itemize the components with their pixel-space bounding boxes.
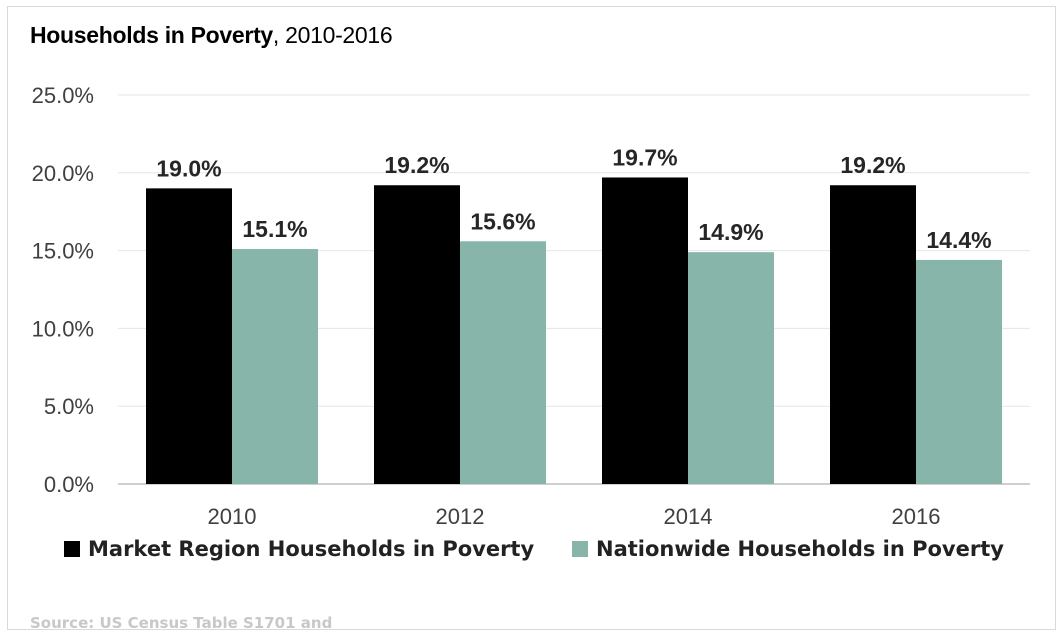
bar-market-region [602, 177, 688, 484]
bar-market-region [146, 188, 232, 485]
data-label: 15.6% [470, 208, 535, 234]
bar-nationwide [460, 241, 546, 484]
x-tick-label: 2014 [664, 504, 713, 529]
source-note: Source: US Census Table S1701 and [30, 614, 333, 632]
y-tick-label: 15.0% [32, 239, 94, 264]
chart-title-range: , 2010-2016 [272, 22, 393, 48]
x-tick-label: 2012 [436, 504, 485, 529]
y-tick-label: 5.0% [44, 394, 94, 419]
y-tick-label: 25.0% [32, 83, 94, 108]
bar-market-region [830, 185, 916, 485]
data-label: 19.2% [840, 152, 905, 178]
legend-item-market-region: Market Region Households in Poverty [64, 537, 534, 561]
data-label: 19.0% [156, 155, 221, 181]
y-tick-label: 20.0% [32, 161, 94, 186]
legend-label-nationwide: Nationwide Households in Poverty [596, 537, 1004, 561]
data-label: 14.4% [926, 227, 991, 253]
x-tick-label: 2010 [208, 504, 257, 529]
chart-title: Households in Poverty, 2010-2016 [30, 22, 393, 49]
y-tick-label: 0.0% [44, 472, 94, 497]
legend-swatch-nationwide [572, 541, 588, 557]
bar-nationwide [916, 259, 1002, 484]
data-label: 15.1% [242, 216, 307, 242]
chart-title-main: Households in Poverty [30, 22, 273, 48]
data-label: 14.9% [698, 219, 763, 245]
x-tick-label: 2016 [892, 504, 941, 529]
data-label: 19.2% [384, 152, 449, 178]
legend-swatch-market-region [64, 541, 80, 557]
chart-frame [7, 6, 1056, 630]
bar-market-region [374, 185, 460, 485]
legend-label-market-region: Market Region Households in Poverty [88, 537, 535, 561]
legend-item-nationwide: Nationwide Households in Poverty [572, 537, 1004, 561]
bar-nationwide [688, 252, 774, 484]
bar-nationwide [232, 249, 318, 484]
y-tick-label: 10.0% [32, 316, 94, 341]
data-label: 19.7% [612, 144, 677, 170]
